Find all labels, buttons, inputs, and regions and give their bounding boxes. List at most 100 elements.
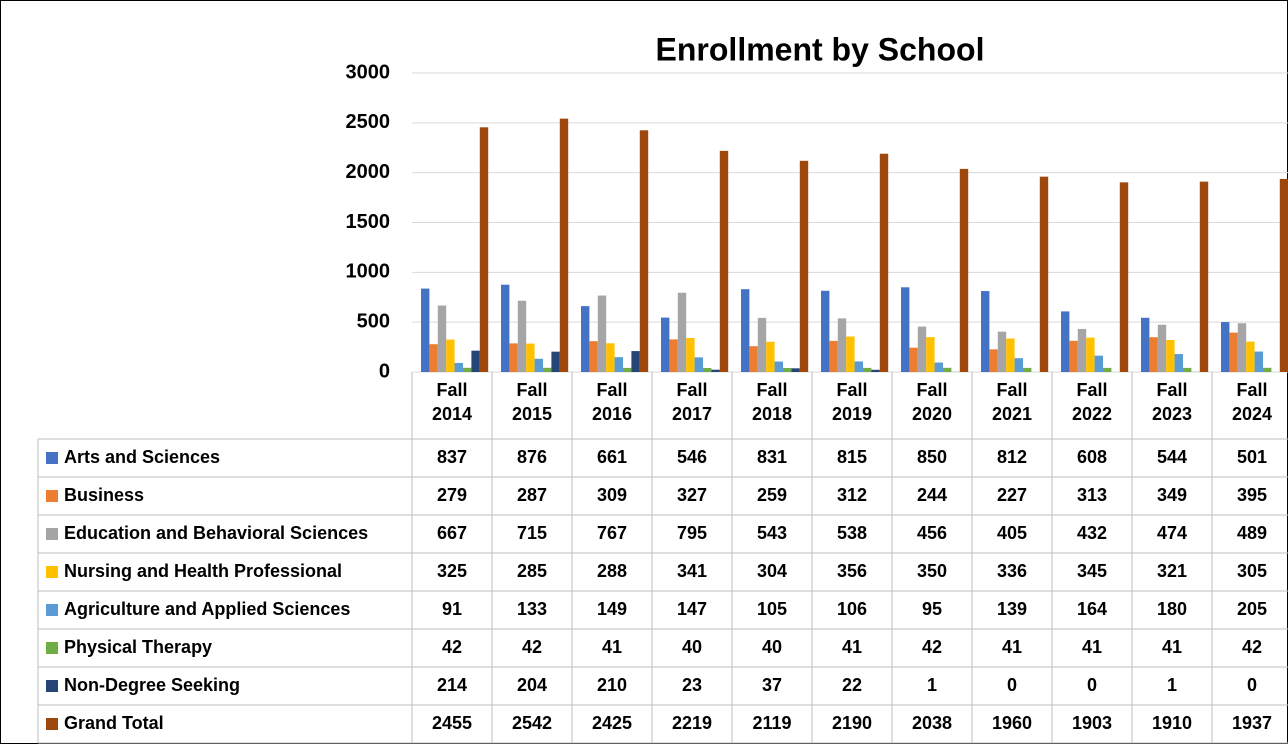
table-value: 149 bbox=[597, 599, 627, 619]
x-tick-label: Fall 2022 bbox=[1072, 380, 1112, 424]
table-value: 41 bbox=[842, 637, 862, 657]
y-tick-label: 500 bbox=[357, 310, 390, 332]
table-value: 321 bbox=[1157, 561, 1187, 581]
legend-label: Non-Degree Seeking bbox=[64, 675, 240, 695]
x-tick-label: Fall 2019 bbox=[832, 380, 872, 424]
table-value: 608 bbox=[1077, 447, 1107, 467]
bar bbox=[766, 341, 775, 372]
table-value: 22 bbox=[842, 675, 862, 695]
table-value: 41 bbox=[1002, 637, 1022, 657]
table-value: 305 bbox=[1237, 561, 1267, 581]
table-value: 815 bbox=[837, 447, 867, 467]
table-value: 325 bbox=[437, 561, 467, 581]
table-value: 2038 bbox=[912, 713, 952, 733]
bar bbox=[1149, 337, 1158, 372]
legend-label: Education and Behavioral Sciences bbox=[64, 523, 368, 543]
table-value: 837 bbox=[437, 447, 467, 467]
bar bbox=[1086, 337, 1095, 372]
table-value: 41 bbox=[1162, 637, 1182, 657]
legend-label: Agriculture and Applied Sciences bbox=[64, 599, 350, 619]
bar bbox=[1069, 340, 1078, 372]
table-value: 147 bbox=[677, 599, 707, 619]
bar bbox=[421, 288, 430, 372]
chart-title: Enrollment by School bbox=[656, 31, 985, 67]
legend-label: Physical Therapy bbox=[64, 637, 212, 657]
bar bbox=[711, 369, 720, 372]
bar bbox=[517, 300, 527, 372]
bar bbox=[1014, 358, 1023, 372]
bar bbox=[1039, 176, 1049, 372]
table-value: 1 bbox=[1167, 675, 1177, 695]
x-tick-label: Fall 2024 bbox=[1232, 380, 1272, 424]
bar bbox=[1094, 355, 1103, 372]
table-value: 42 bbox=[522, 637, 542, 657]
bar bbox=[1279, 178, 1288, 372]
table-value: 214 bbox=[437, 675, 467, 695]
table-value: 2219 bbox=[672, 713, 712, 733]
y-tick-label: 2500 bbox=[346, 111, 391, 133]
bar bbox=[479, 127, 489, 373]
table-value: 105 bbox=[757, 599, 787, 619]
table-value: 715 bbox=[517, 523, 547, 543]
table-value: 501 bbox=[1237, 447, 1267, 467]
y-tick-label: 2000 bbox=[346, 161, 391, 183]
table-value: 180 bbox=[1157, 599, 1187, 619]
bar bbox=[1166, 340, 1175, 372]
legend-key bbox=[46, 604, 58, 616]
bar bbox=[1077, 328, 1087, 372]
bar bbox=[757, 317, 767, 372]
table-value: 41 bbox=[602, 637, 622, 657]
legend-key bbox=[46, 680, 58, 692]
y-tick-label: 1000 bbox=[346, 261, 391, 283]
table-value: 42 bbox=[922, 637, 942, 657]
table-value: 42 bbox=[1242, 637, 1262, 657]
bar bbox=[463, 367, 472, 372]
bar bbox=[719, 150, 729, 372]
bar bbox=[686, 338, 695, 372]
bar bbox=[749, 346, 758, 372]
y-tick-label: 0 bbox=[379, 360, 390, 382]
legend-key bbox=[46, 490, 58, 502]
table-value: 1910 bbox=[1152, 713, 1192, 733]
table-value: 850 bbox=[917, 447, 947, 467]
table-value: 831 bbox=[757, 447, 787, 467]
bar bbox=[981, 291, 990, 372]
table-value: 227 bbox=[997, 485, 1027, 505]
table-value: 767 bbox=[597, 523, 627, 543]
table-value: 538 bbox=[837, 523, 867, 543]
x-tick-label: Fall 2014 bbox=[432, 380, 472, 424]
bar bbox=[783, 368, 792, 372]
bar bbox=[661, 317, 670, 372]
y-tick-label: 1500 bbox=[346, 211, 391, 233]
table-value: 336 bbox=[997, 561, 1027, 581]
bar bbox=[837, 318, 847, 372]
legend-key bbox=[46, 452, 58, 464]
table-value: 345 bbox=[1077, 561, 1107, 581]
bar bbox=[901, 287, 910, 372]
table-value: 313 bbox=[1077, 485, 1107, 505]
bar bbox=[1023, 367, 1032, 372]
table-value: 349 bbox=[1157, 485, 1187, 505]
bar bbox=[791, 368, 800, 372]
bar bbox=[821, 290, 830, 372]
bar bbox=[597, 295, 607, 372]
legend-label: Nursing and Health Professional bbox=[64, 561, 342, 581]
x-tick-label: Fall 2020 bbox=[912, 380, 952, 424]
table-value: 204 bbox=[517, 675, 547, 695]
table-value: 0 bbox=[1007, 675, 1017, 695]
bar bbox=[829, 340, 838, 372]
table-value: 456 bbox=[917, 523, 947, 543]
table-value: 287 bbox=[517, 485, 547, 505]
table-value: 356 bbox=[837, 561, 867, 581]
legend-key bbox=[46, 566, 58, 578]
bar bbox=[1254, 351, 1263, 372]
bar bbox=[1183, 367, 1192, 372]
table-value: 279 bbox=[437, 485, 467, 505]
table-value: 42 bbox=[442, 637, 462, 657]
bar bbox=[909, 347, 918, 372]
table-value: 259 bbox=[757, 485, 787, 505]
bar bbox=[589, 341, 598, 372]
table-value: 1903 bbox=[1072, 713, 1112, 733]
bar bbox=[1174, 354, 1183, 372]
